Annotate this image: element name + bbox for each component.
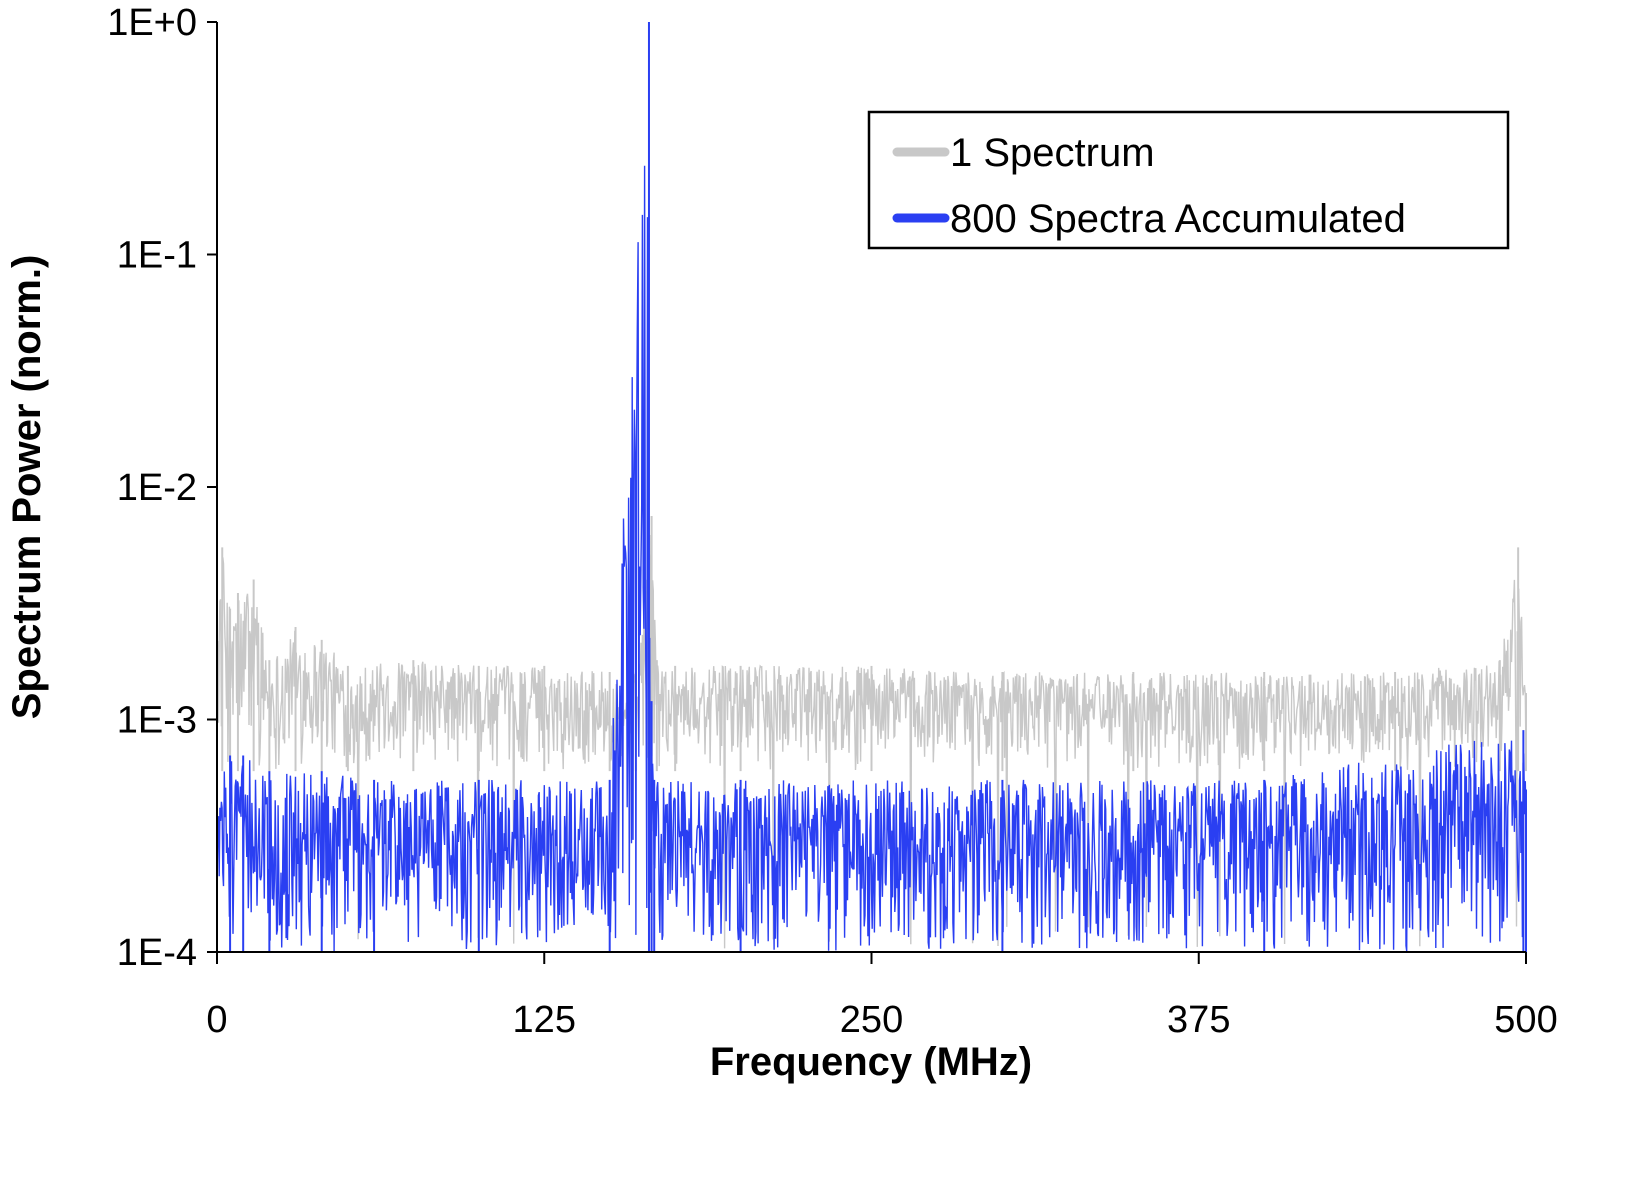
y-ticks: 1E+0 1E-1 1E-2 1E-3 1E-4 (107, 2, 217, 974)
x-axis-title: Frequency (MHz) (710, 1040, 1032, 1084)
series-line-1 (216, 165, 1527, 952)
legend: 1 Spectrum 800 Spectra Accumulated (867, 110, 1510, 250)
legend-label-800-spectra: 800 Spectra Accumulated (950, 197, 1406, 241)
x-tick-label: 250 (840, 999, 903, 1041)
x-tick-label: 375 (1167, 999, 1230, 1041)
y-tick-label: 1E-4 (117, 932, 197, 974)
y-tick-label: 1E-3 (117, 700, 197, 742)
x-ticks: 0 125 250 375 500 (206, 952, 1558, 1041)
x-tick-label: 125 (513, 999, 576, 1041)
series-layer (216, 22, 1527, 952)
y-axis-title: Spectrum Power (norm.) (5, 255, 49, 720)
legend-box (867, 110, 1510, 250)
y-tick-label: 1E-1 (117, 235, 197, 277)
y-tick-label: 1E-2 (117, 467, 197, 509)
legend-label-1-spectrum: 1 Spectrum (950, 131, 1155, 175)
x-tick-label: 500 (1494, 999, 1557, 1041)
y-tick-label: 1E+0 (107, 2, 197, 44)
x-tick-label: 0 (206, 999, 227, 1041)
